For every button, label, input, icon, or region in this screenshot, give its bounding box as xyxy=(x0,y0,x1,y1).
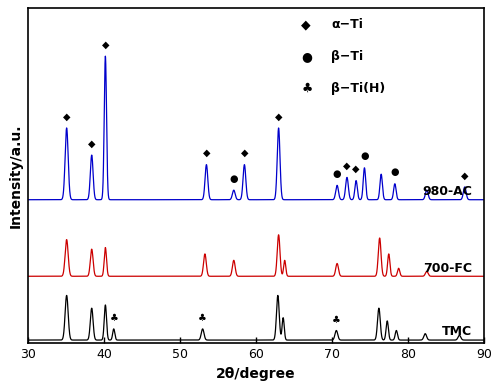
Text: ♣: ♣ xyxy=(198,313,207,323)
Text: ●: ● xyxy=(302,50,312,63)
Text: ♣: ♣ xyxy=(110,313,118,323)
Text: β−Ti: β−Ti xyxy=(331,50,363,63)
Text: 700-FC: 700-FC xyxy=(424,262,472,275)
Text: ●: ● xyxy=(333,169,342,179)
Text: ♣: ♣ xyxy=(302,82,312,95)
X-axis label: 2θ/degree: 2θ/degree xyxy=(216,367,296,381)
Text: ◆: ◆ xyxy=(88,139,96,149)
Text: ◆: ◆ xyxy=(352,164,360,174)
Text: β−Ti(H): β−Ti(H) xyxy=(331,82,386,95)
Text: ◆: ◆ xyxy=(343,161,350,171)
Text: ◆: ◆ xyxy=(461,170,468,180)
Text: ◆: ◆ xyxy=(202,148,210,158)
Text: α−Ti: α−Ti xyxy=(331,18,363,32)
Text: ◆: ◆ xyxy=(275,112,282,122)
Y-axis label: Intensity/a.u.: Intensity/a.u. xyxy=(8,124,22,228)
Text: ◆: ◆ xyxy=(240,148,248,158)
Text: ◆: ◆ xyxy=(102,40,109,50)
Text: 980-AC: 980-AC xyxy=(422,185,472,198)
Text: ●: ● xyxy=(390,167,399,177)
Text: TMC: TMC xyxy=(442,326,472,338)
Text: ◆: ◆ xyxy=(63,112,70,122)
Text: ●: ● xyxy=(230,174,238,184)
Text: ♣: ♣ xyxy=(332,315,340,325)
Text: ◆: ◆ xyxy=(302,18,311,32)
Text: ●: ● xyxy=(360,151,368,161)
